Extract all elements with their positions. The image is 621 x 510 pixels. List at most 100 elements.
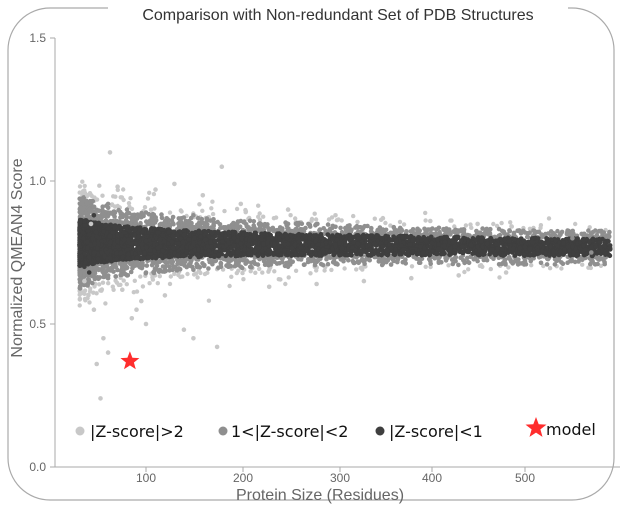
point-z-1-2: [543, 231, 548, 237]
x-tick-label: 400: [422, 471, 442, 485]
point-z-gt-2: [121, 278, 126, 283]
point-z-1-2: [556, 257, 562, 263]
point-z-1-2: [595, 261, 600, 267]
point-z-lt-1: [212, 238, 218, 244]
point-z-lt-1: [416, 251, 421, 256]
point-z-gt-2: [100, 193, 105, 198]
point-z-gt-2: [80, 290, 86, 296]
point-z-gt-2: [293, 268, 299, 273]
point-z-gt-2: [272, 269, 277, 274]
point-z-1-2: [487, 231, 493, 236]
point-z-1-2: [150, 211, 156, 217]
point-z-1-2: [186, 218, 192, 224]
point-z-1-2: [369, 225, 374, 231]
point-z-gt-2: [256, 214, 261, 219]
point-z-lt-1: [343, 241, 348, 247]
point-z-1-2: [153, 266, 159, 271]
point-z-1-2: [245, 225, 251, 230]
point-z-gt-2: [168, 274, 173, 279]
point-z-gt-2: [167, 281, 173, 287]
point-z-1-2: [323, 228, 329, 234]
point-z-1-2: [450, 261, 456, 267]
point-z-gt-2: [172, 271, 177, 277]
point-z-1-2: [204, 218, 210, 224]
point-z-lt-1: [379, 236, 385, 241]
point-z-gt-2: [527, 226, 533, 231]
x-tick-label: 300: [330, 471, 350, 485]
point-z-lt-1: [315, 242, 321, 248]
point-z-1-2: [211, 217, 216, 222]
point-z-lt-1: [151, 226, 157, 232]
point-z-lt-1: [601, 243, 607, 249]
point-z-1-2: [417, 260, 423, 266]
point-z-1-2: [216, 265, 221, 271]
point-z-gt-2: [423, 210, 428, 216]
point-z-lt-1: [581, 243, 586, 249]
point-z-lt-1: [132, 241, 138, 247]
point-z-1-2: [581, 231, 587, 237]
x-ticks: 100 200 300 400 500: [136, 467, 535, 485]
point-z-lt-1: [368, 252, 374, 258]
point-z-lt-1: [252, 240, 258, 246]
point-z-lt-1: [487, 251, 492, 257]
point-z-1-2: [404, 229, 409, 234]
point-z-gt-2: [121, 187, 126, 192]
point-z-1-2: [507, 228, 512, 233]
point-z-1-2: [301, 262, 307, 268]
point-z-lt-1: [440, 251, 446, 257]
point-z-gt-2: [210, 211, 216, 217]
point-z-1-2: [471, 257, 477, 262]
point-z-gt-2: [308, 271, 313, 276]
point-z-1-2: [226, 224, 231, 229]
point-z-lt-1: [452, 244, 458, 249]
point-z-gt-2: [462, 269, 467, 275]
point-z-gt-2: [547, 266, 553, 271]
point-z-gt-2: [313, 217, 319, 222]
point-z-1-2: [199, 216, 205, 222]
point-z-lt-1: [387, 237, 393, 243]
point-z-lt-1: [338, 252, 344, 257]
point-z-gt-2: [206, 298, 212, 303]
point-z-1-2: [538, 254, 544, 259]
point-z-1-2: [181, 215, 187, 220]
point-z-gt-2: [94, 291, 99, 296]
point-z-lt-1: [307, 232, 313, 238]
point-z-gt-2: [222, 208, 227, 214]
point-z-lt-1: [302, 234, 308, 240]
point-z-1-2: [234, 224, 240, 229]
point-z-lt-1: [360, 244, 365, 250]
point-z-gt-2: [87, 289, 93, 294]
point-z-gt-2: [92, 284, 97, 289]
point-z-1-2: [95, 275, 100, 280]
point-z-1-2: [593, 228, 598, 233]
point-z-lt-1: [361, 249, 367, 255]
point-z-1-2: [293, 221, 299, 226]
point-z-lt-1: [286, 249, 291, 255]
point-z-lt-1: [354, 251, 360, 257]
point-z-lt-1: [231, 243, 237, 249]
point-z-gt-2: [167, 210, 173, 215]
point-z-lt-1: [266, 236, 271, 242]
point-z-1-2: [453, 227, 458, 233]
point-z-1-2: [159, 212, 164, 217]
point-z-lt-1: [441, 243, 447, 249]
point-z-lt-1: [181, 228, 187, 234]
point-z-gt-2: [148, 207, 154, 212]
point-z-1-2: [123, 262, 128, 268]
point-z-1-2: [590, 259, 595, 264]
point-z-lt-1: [521, 252, 527, 257]
point-z-lt-1: [145, 255, 151, 261]
point-z-1-2: [119, 272, 125, 278]
point-z-lt-1: [137, 227, 142, 233]
point-z-lt-1: [275, 231, 280, 237]
point-z-gt-2: [121, 197, 126, 203]
point-z-1-2: [77, 279, 83, 285]
point-z-1-2: [350, 258, 356, 264]
point-z-gt-2: [260, 270, 265, 275]
point-z-lt-1: [289, 253, 294, 258]
point-z-gt-2: [463, 223, 469, 228]
point-z-1-2: [403, 257, 408, 262]
point-z-1-2: [272, 259, 277, 265]
point-z-1-2: [221, 225, 226, 230]
point-z-1-2: [182, 259, 188, 265]
